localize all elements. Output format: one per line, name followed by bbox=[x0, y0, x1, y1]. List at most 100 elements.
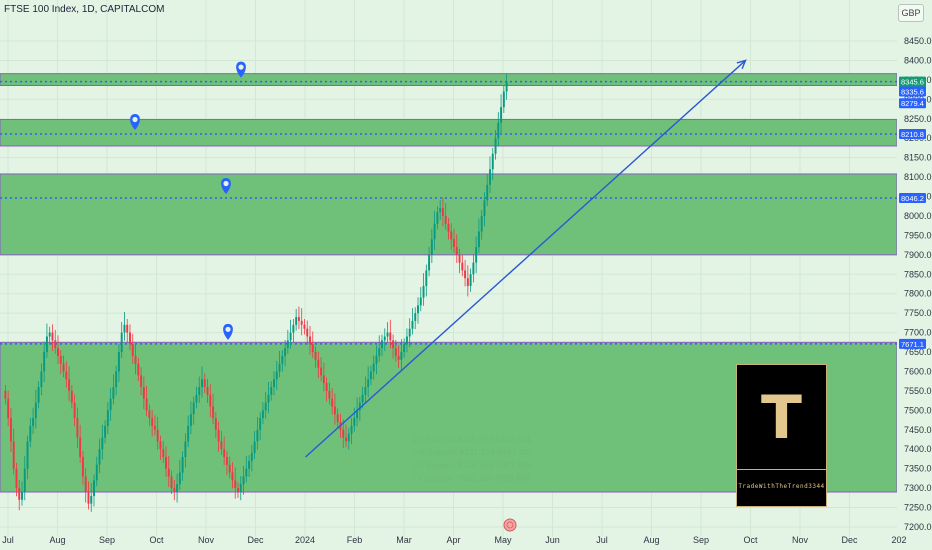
candle-body bbox=[51, 332, 54, 341]
candle-body bbox=[87, 492, 90, 504]
y-axis-tick-label: 7250.0 bbox=[904, 503, 932, 513]
price-tag-label: 7671.1 bbox=[901, 340, 924, 349]
chart-title: FTSE 100 Index, 1D, CAPITALCOM bbox=[4, 4, 165, 15]
candle-body bbox=[198, 387, 201, 395]
x-axis-tick-label: Jul bbox=[2, 535, 14, 545]
candle-body bbox=[358, 402, 361, 411]
support-zone bbox=[0, 173, 898, 256]
candle-body bbox=[7, 398, 10, 419]
candle-body bbox=[93, 480, 95, 496]
price-tag-label: 8046.2 bbox=[901, 194, 924, 203]
candle-body bbox=[256, 429, 259, 442]
candle-body bbox=[117, 352, 120, 372]
candle-body bbox=[123, 324, 126, 333]
y-axis-tick-label: 7750.0 bbox=[904, 308, 932, 318]
candle-body bbox=[228, 464, 231, 473]
candle-body bbox=[342, 429, 345, 438]
candle-body bbox=[104, 425, 107, 438]
candle-body bbox=[430, 239, 433, 255]
candle-body bbox=[201, 379, 203, 388]
x-axis: Jul Aug Sep Oct Nov Dec 2024 Feb Mar Apr May Jun Jul… bbox=[2, 518, 907, 545]
candle-body bbox=[126, 324, 129, 333]
candle-body bbox=[189, 414, 192, 426]
trendline-group bbox=[305, 59, 747, 458]
candle-body bbox=[394, 348, 397, 356]
candle-body bbox=[79, 437, 82, 458]
candle-body bbox=[322, 375, 325, 384]
x-axis-tick-label: Jun bbox=[545, 535, 560, 545]
candle-body bbox=[477, 231, 480, 248]
candle-body bbox=[350, 425, 353, 434]
candle-body bbox=[500, 107, 503, 123]
x-axis-tick-label: Sep bbox=[693, 535, 709, 545]
candle-body bbox=[184, 441, 187, 458]
price-tag bbox=[899, 86, 926, 97]
x-axis-tick-label: Apr bbox=[446, 535, 460, 545]
candle-body bbox=[220, 441, 223, 450]
support-annotation: 1D Support 8349.952-8318.564 bbox=[412, 434, 532, 444]
y-axis-tick-label: 7300.0 bbox=[904, 483, 932, 493]
candle-body bbox=[165, 457, 167, 469]
candle-body bbox=[405, 336, 408, 345]
candle-body bbox=[209, 394, 212, 407]
candle-body bbox=[98, 449, 101, 465]
y-axis-tick-label: 7550.0 bbox=[904, 386, 932, 396]
price-tag bbox=[899, 98, 926, 109]
candle-body bbox=[137, 363, 140, 376]
candle-body bbox=[397, 355, 400, 360]
candle-body bbox=[264, 402, 267, 411]
y-axis-tick-label: 7450.0 bbox=[904, 425, 932, 435]
x-axis-tick-label: Oct bbox=[149, 535, 164, 545]
candle-body bbox=[297, 317, 300, 321]
candle-body bbox=[245, 468, 248, 477]
candle-body bbox=[178, 472, 181, 485]
candle-body bbox=[73, 402, 76, 419]
candle-body bbox=[505, 81, 508, 92]
x-axis-tick-label: Nov bbox=[792, 535, 809, 545]
candle-body bbox=[497, 122, 500, 139]
y-axis-tick-label: 8400.0 bbox=[904, 55, 932, 65]
candle-body bbox=[486, 184, 489, 201]
candle-body bbox=[411, 320, 414, 329]
candle-body bbox=[81, 457, 84, 477]
candle-body bbox=[270, 387, 273, 395]
y-axis-tick-label: 8000.0 bbox=[904, 211, 932, 221]
price-tag-label: 8210.8 bbox=[901, 130, 924, 139]
candle-body bbox=[231, 472, 234, 481]
x-axis-tick-label: Sep bbox=[99, 535, 115, 545]
candle-body bbox=[242, 476, 245, 485]
x-axis-tick-label: Nov bbox=[198, 535, 215, 545]
location-pin-icon-dot bbox=[238, 64, 244, 70]
candle-body bbox=[336, 414, 339, 423]
x-axis-tick-label: Mar bbox=[396, 535, 412, 545]
location-pin-icon-dot bbox=[225, 326, 231, 332]
currency-button[interactable]: GBP bbox=[898, 4, 924, 22]
candle-body bbox=[472, 262, 475, 275]
price-tag-label: 8335.6 bbox=[901, 88, 924, 97]
candle-body bbox=[491, 153, 494, 170]
candle-body bbox=[234, 480, 237, 489]
x-axis-tick-label: Aug bbox=[49, 535, 65, 545]
candle-body bbox=[325, 383, 328, 391]
candle-body bbox=[309, 336, 311, 345]
candle-body bbox=[253, 441, 256, 454]
candle-body bbox=[162, 449, 165, 458]
candle-body bbox=[167, 468, 170, 477]
price-tag bbox=[899, 338, 926, 349]
candle-body bbox=[18, 488, 21, 500]
candle-body bbox=[353, 418, 356, 426]
price-tag bbox=[899, 129, 926, 140]
candle-body bbox=[372, 363, 375, 372]
candle-body bbox=[140, 375, 143, 388]
candle-body bbox=[84, 476, 87, 493]
candle-body bbox=[333, 406, 336, 415]
candle-body bbox=[70, 390, 73, 403]
support-annotation: 1M Support 8110.158-7901.399 bbox=[412, 460, 532, 470]
candles bbox=[4, 73, 508, 512]
candle-body bbox=[383, 336, 386, 341]
candle-body bbox=[433, 223, 436, 240]
candle-body bbox=[129, 332, 131, 345]
candle-body bbox=[275, 371, 278, 380]
y-axis-tick-label: 7800.0 bbox=[904, 289, 932, 299]
candle-body bbox=[458, 254, 461, 263]
